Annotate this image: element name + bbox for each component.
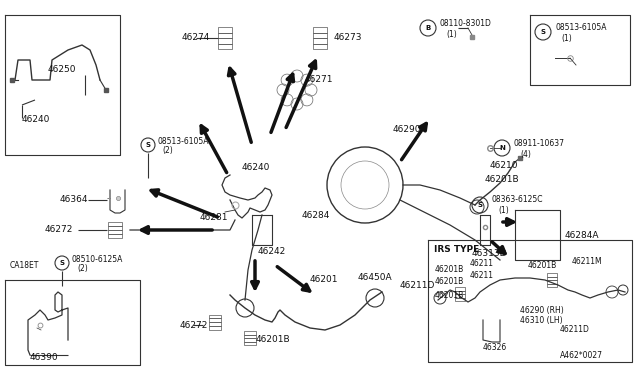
- Text: 46201B: 46201B: [485, 176, 520, 185]
- Text: 46310 (LH): 46310 (LH): [520, 315, 563, 324]
- Text: 46274: 46274: [182, 33, 211, 42]
- Text: 46211M: 46211M: [572, 257, 603, 266]
- Text: 08510-6125A: 08510-6125A: [72, 254, 124, 263]
- Text: 46281: 46281: [200, 214, 228, 222]
- Text: 46250: 46250: [48, 65, 76, 74]
- Bar: [209, 314, 221, 318]
- Text: 46201B: 46201B: [435, 266, 464, 275]
- Text: 46284: 46284: [302, 211, 330, 219]
- Text: (2): (2): [77, 264, 88, 273]
- Text: 46242: 46242: [258, 247, 286, 257]
- Text: (1): (1): [498, 205, 509, 215]
- Text: B: B: [426, 25, 431, 31]
- Bar: [108, 234, 122, 238]
- Text: 08911-10637: 08911-10637: [514, 140, 565, 148]
- Bar: [547, 273, 557, 276]
- Text: S: S: [477, 202, 483, 208]
- Text: 46364: 46364: [60, 196, 88, 205]
- Bar: [313, 32, 327, 38]
- Text: 08513-6105A: 08513-6105A: [158, 137, 209, 145]
- Text: CA18ET: CA18ET: [10, 260, 40, 269]
- Text: 46450A: 46450A: [358, 273, 392, 282]
- Text: 46201B: 46201B: [528, 260, 557, 269]
- Text: 08110-8301D: 08110-8301D: [440, 19, 492, 29]
- Text: (2): (2): [162, 147, 173, 155]
- Text: (1): (1): [446, 29, 457, 38]
- Text: A462*0027: A462*0027: [560, 350, 603, 359]
- Bar: [547, 283, 557, 287]
- Bar: [313, 44, 327, 49]
- Bar: [209, 326, 221, 330]
- Bar: [455, 298, 465, 301]
- Bar: [218, 27, 232, 32]
- Text: 46271: 46271: [305, 76, 333, 84]
- Bar: [313, 38, 327, 44]
- Text: (4): (4): [520, 150, 531, 158]
- Text: 46240: 46240: [22, 115, 51, 125]
- Text: 46273: 46273: [334, 33, 362, 42]
- Text: 46210: 46210: [490, 160, 518, 170]
- Text: S: S: [541, 29, 545, 35]
- Bar: [218, 38, 232, 44]
- Text: 08363-6125C: 08363-6125C: [492, 196, 543, 205]
- Bar: [455, 291, 465, 294]
- Bar: [244, 334, 256, 338]
- Text: 46272: 46272: [180, 321, 209, 330]
- Bar: [108, 230, 122, 234]
- Bar: [108, 226, 122, 230]
- Bar: [244, 341, 256, 345]
- Text: 46211D: 46211D: [400, 280, 435, 289]
- Text: 46290: 46290: [393, 125, 422, 135]
- Text: 46240: 46240: [242, 164, 270, 173]
- Text: 46326: 46326: [483, 343, 508, 353]
- Text: S: S: [145, 142, 150, 148]
- Text: 46211: 46211: [470, 260, 494, 269]
- Bar: [547, 276, 557, 280]
- Text: 46201B: 46201B: [256, 336, 291, 344]
- Bar: [108, 222, 122, 226]
- Text: 46284A: 46284A: [565, 231, 600, 240]
- Bar: [547, 280, 557, 283]
- Text: 46201B: 46201B: [435, 291, 464, 299]
- Text: 46390: 46390: [30, 353, 59, 362]
- Text: 46272: 46272: [45, 225, 74, 234]
- Text: 46290 (RH): 46290 (RH): [520, 305, 564, 314]
- Text: S: S: [60, 260, 65, 266]
- Text: 46313D: 46313D: [472, 248, 508, 257]
- Text: 46211D: 46211D: [560, 326, 590, 334]
- Text: N: N: [499, 145, 505, 151]
- Bar: [244, 338, 256, 341]
- Bar: [209, 322, 221, 326]
- Text: (1): (1): [561, 33, 572, 42]
- Text: 46201B: 46201B: [435, 278, 464, 286]
- Bar: [313, 27, 327, 32]
- Bar: [244, 331, 256, 334]
- Text: 46211: 46211: [470, 272, 494, 280]
- Text: 08513-6105A: 08513-6105A: [555, 23, 607, 32]
- Bar: [455, 287, 465, 291]
- Bar: [218, 32, 232, 38]
- Text: IRS TYPE: IRS TYPE: [434, 246, 479, 254]
- Text: 46201: 46201: [310, 276, 339, 285]
- Bar: [209, 318, 221, 322]
- Bar: [455, 294, 465, 298]
- Bar: [218, 44, 232, 49]
